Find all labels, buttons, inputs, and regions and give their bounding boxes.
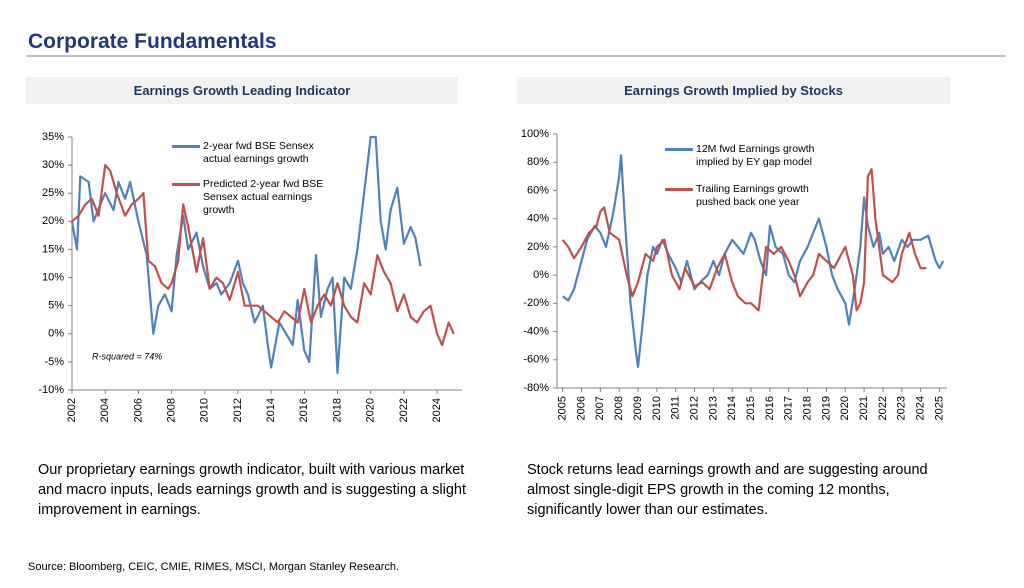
x-tick-label: 2004 xyxy=(99,398,111,422)
caption: Stock returns lead earnings growth and a… xyxy=(527,462,928,518)
x-tick-label: 2012 xyxy=(232,398,244,422)
legend-item: Predicted 2-year fwd BSE Sensex actual e… xyxy=(172,178,342,217)
x-tick-label: 2015 xyxy=(745,396,757,420)
y-tick-label: 30% xyxy=(42,159,64,171)
y-tick-label: 35% xyxy=(42,131,64,143)
x-tick-label: 2019 xyxy=(820,396,832,420)
x-tick-label: 2016 xyxy=(298,398,310,422)
y-tick-label: 25% xyxy=(42,187,64,199)
x-tick-label: 2009 xyxy=(632,396,644,420)
x-tick-label: 2013 xyxy=(707,396,719,420)
y-tick-label: 60% xyxy=(527,184,549,196)
title-rule xyxy=(26,55,1006,57)
x-tick-label: 2011 xyxy=(670,396,682,420)
x-tick-label: 2010 xyxy=(651,396,663,420)
x-tick-label: 2018 xyxy=(331,398,343,422)
y-tick-label: 15% xyxy=(42,243,64,255)
x-tick-label: 2014 xyxy=(726,396,738,420)
y-tick-label: 0% xyxy=(48,328,64,340)
x-tick-label: 2006 xyxy=(132,398,144,422)
chart-title: Earnings Growth Implied by Stocks xyxy=(517,77,950,104)
x-tick-label: 2014 xyxy=(265,398,277,422)
legend-label: Trailing Earnings growth pushed back one… xyxy=(696,183,809,208)
x-tick-label: 2005 xyxy=(557,396,569,420)
x-tick-label: 2008 xyxy=(165,398,177,422)
legend-item: Trailing Earnings growth pushed back one… xyxy=(665,183,825,209)
chart-title: Earnings Growth Leading Indicator xyxy=(26,77,458,104)
x-tick-label: 2025 xyxy=(933,396,945,420)
legend-label: Predicted 2-year fwd BSE Sensex actual e… xyxy=(203,178,324,216)
y-tick-label: 0% xyxy=(533,269,549,281)
data-line xyxy=(71,164,455,347)
legend-label: 12M fwd Earnings growth implied by EY ga… xyxy=(696,143,815,168)
x-tick-label: 2016 xyxy=(764,396,776,420)
y-tick-label: 5% xyxy=(48,300,64,312)
x-tick-label: 2010 xyxy=(199,398,211,422)
x-tick-label: 2002 xyxy=(66,398,78,422)
slide-title: Corporate Fundamentals xyxy=(28,30,277,53)
x-tick-label: 2018 xyxy=(801,396,813,420)
x-tick-label: 2020 xyxy=(839,396,851,420)
data-line xyxy=(70,135,422,375)
y-tick-label: -5% xyxy=(44,356,64,368)
annotation: R-squared = 74% xyxy=(92,351,162,361)
legend-swatch xyxy=(172,183,200,186)
legend-label: 2-year fwd BSE Sensex actual earnings gr… xyxy=(203,140,314,165)
x-tick-label: 2021 xyxy=(858,396,870,420)
data-line xyxy=(561,168,927,312)
legend-swatch xyxy=(172,145,200,148)
legend-item: 2-year fwd BSE Sensex actual earnings gr… xyxy=(172,140,342,166)
caption: Our proprietary earnings growth indicato… xyxy=(38,462,467,518)
x-tick-label: 2022 xyxy=(877,396,889,420)
x-tick-label: 2022 xyxy=(398,398,410,422)
legend-swatch xyxy=(665,148,693,151)
y-tick-label: -20% xyxy=(523,297,549,309)
x-tick-label: 2006 xyxy=(575,396,587,420)
y-tick-label: -80% xyxy=(523,382,549,394)
x-tick-label: 2023 xyxy=(896,396,908,420)
y-tick-label: 40% xyxy=(527,213,549,225)
x-tick-label: 2012 xyxy=(688,396,700,420)
y-tick-label: 20% xyxy=(42,215,64,227)
y-tick-label: -40% xyxy=(523,325,549,337)
y-tick-label: 20% xyxy=(527,241,549,253)
x-tick-label: 2017 xyxy=(783,396,795,420)
y-tick-label: 100% xyxy=(521,128,549,140)
x-tick-label: 2020 xyxy=(365,398,377,422)
x-tick-label: 2008 xyxy=(613,396,625,420)
source-note: Source: Bloomberg, CEIC, CMIE, RIMES, MS… xyxy=(28,561,400,573)
x-tick-label: 2007 xyxy=(594,396,606,420)
legend-swatch xyxy=(665,188,693,191)
y-tick-label: -10% xyxy=(38,384,64,396)
y-tick-label: 10% xyxy=(42,271,64,283)
y-tick-label: 80% xyxy=(527,156,549,168)
x-tick-label: 2024 xyxy=(915,396,927,420)
y-tick-label: -60% xyxy=(523,354,549,366)
x-tick-label: 2024 xyxy=(431,398,443,422)
legend-item: 12M fwd Earnings growth implied by EY ga… xyxy=(665,143,825,169)
